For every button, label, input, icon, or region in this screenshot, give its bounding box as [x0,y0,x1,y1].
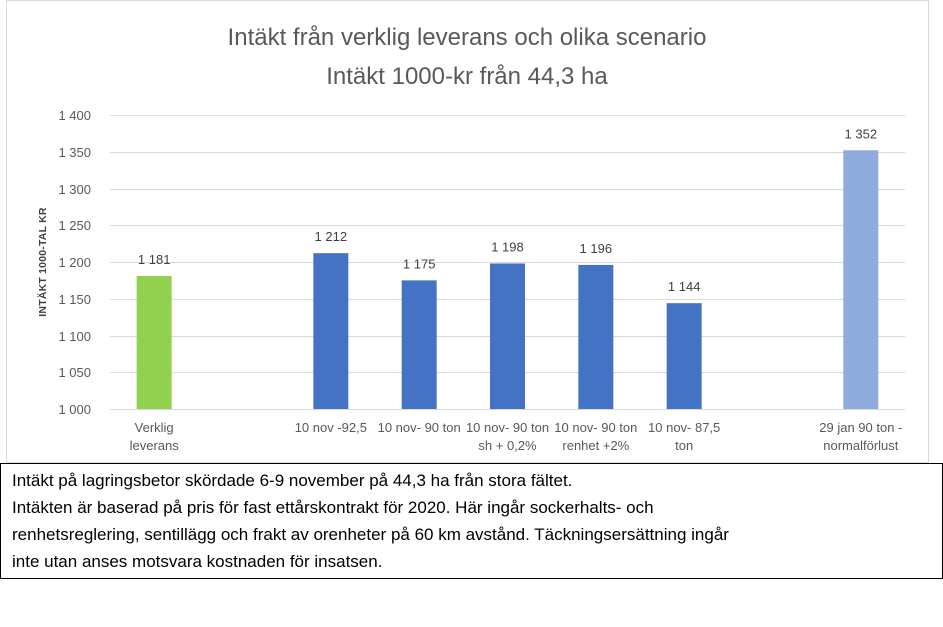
bar [666,303,702,409]
y-tick-label: 1 350 [58,145,91,160]
x-tick-label: 29 jan 90 ton -normalförlust [819,420,902,453]
x-tick-label: 10 nov- 90 ton renhet +2% [554,420,637,453]
x-tick-label: Verklig leverans [130,420,180,453]
revenue-bar-chart: Intäkt från verklig leverans och olika s… [6,0,929,463]
y-tick-label: 1 200 [58,255,91,270]
data-label: 1 196 [580,241,613,256]
bar [313,253,349,409]
data-label: 1 181 [138,252,171,267]
bar [843,150,879,409]
bar [578,264,614,409]
y-tick-label: 1 000 [58,402,91,417]
note-line: inte utan anses motsvara kostnaden för i… [12,552,383,571]
note-box: Intäkt på lagringsbetor skördade 6-9 nov… [0,463,943,579]
note-line: Intäkten är baserad på pris för fast ett… [12,498,654,517]
y-tick-label: 1 150 [58,292,91,307]
y-tick-label: 1 250 [58,218,91,233]
x-tick-label: 10 nov -92,5 [295,420,367,435]
gridlines [110,115,905,410]
y-tick-label: 1 100 [58,329,91,344]
bar [136,275,172,409]
y-axis-label: INTÄKT 1000-TAL KR [36,207,49,317]
y-tick-label: 1 300 [58,182,91,197]
y-axis-ticks: 1 000 1 050 1 100 1 150 1 200 1 250 1 300 1 350… [58,108,91,417]
y-tick-label: 1 400 [58,108,91,123]
data-label: 1 144 [668,279,701,294]
y-tick-label: 1 050 [58,365,91,380]
data-label: 1 352 [845,126,878,141]
bar [401,280,437,409]
data-label: 1 175 [403,256,436,271]
x-tick-label: 10 nov- 87,5 ton [648,420,720,453]
x-axis-categories: Verklig leverans 10 nov -92,5 10 nov- 90 to… [130,420,903,453]
data-label: 1 198 [491,239,524,254]
x-tick-label: 10 nov- 90 ton sh + 0,2% [466,420,549,453]
note-line: Intäkt på lagringsbetor skördade 6-9 nov… [12,471,573,490]
chart-subtitle: Intäkt 1000-kr från 44,3 ha [326,63,608,90]
note-line: renhetsreglering, sentillägg och frakt a… [12,525,729,544]
x-tick-label: 10 nov- 90 ton [378,420,461,435]
bar [490,263,525,409]
data-labels: 1 181 1 212 1 175 1 198 1 196 1 144 1 352 [138,126,877,294]
data-label: 1 212 [315,229,348,244]
bars [136,150,879,409]
chart-title: Intäkt från verklig leverans och olika s… [228,24,707,51]
